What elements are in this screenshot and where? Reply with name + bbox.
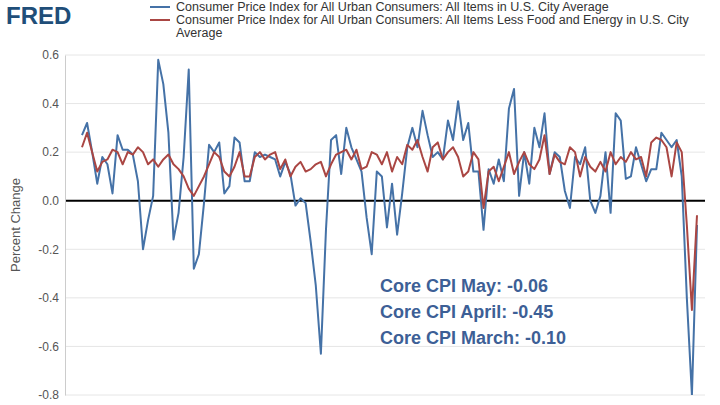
y-tick: -0.6 bbox=[38, 340, 65, 354]
annotation: Core CPI March: -0.10 bbox=[380, 328, 566, 348]
series-line bbox=[82, 133, 697, 310]
legend-swatch bbox=[150, 6, 170, 8]
y-axis: -0.8 -0.6 -0.4 -0.2 0.0 0.2 0.4 0.6 bbox=[38, 48, 65, 402]
y-tick-label: -0.8 bbox=[38, 388, 59, 402]
legend-label: Consumer Price Index for All Urban Consu… bbox=[176, 0, 609, 14]
legend-label: Consumer Price Index for All Urban Consu… bbox=[176, 13, 689, 40]
y-tick-label: 0.2 bbox=[42, 145, 59, 159]
series-line bbox=[82, 60, 697, 395]
legend-swatch bbox=[150, 19, 170, 21]
y-tick: 0.0 bbox=[42, 194, 65, 208]
grid-line bbox=[65, 55, 705, 56]
y-axis-line bbox=[65, 56, 66, 396]
y-tick: -0.8 bbox=[38, 388, 65, 402]
grid-line bbox=[65, 152, 705, 153]
y-tick-label: 0.0 bbox=[42, 194, 59, 208]
grid bbox=[65, 55, 705, 395]
legend: Consumer Price Index for All Urban Consu… bbox=[150, 0, 689, 40]
y-tick: -0.4 bbox=[38, 291, 65, 305]
annotation: Core CPI May: -0.06 bbox=[380, 276, 548, 296]
grid-line bbox=[65, 297, 705, 298]
y-tick-label: -0.4 bbox=[38, 291, 59, 305]
grid-line bbox=[65, 103, 705, 104]
y-tick: 0.6 bbox=[42, 48, 65, 62]
grid-line bbox=[65, 395, 705, 396]
y-tick-label: -0.2 bbox=[38, 243, 59, 257]
y-tick-label: 0.4 bbox=[42, 97, 59, 111]
y-tick: -0.2 bbox=[38, 243, 65, 257]
source-logo: FRED bbox=[6, 2, 71, 29]
y-tick: 0.2 bbox=[42, 145, 65, 159]
y-tick-label: -0.6 bbox=[38, 340, 59, 354]
chart: FRED -0.8 -0.6 -0.4 -0.2 0.0 0.2 0.4 0.6 Percent … bbox=[0, 0, 720, 405]
y-axis-title: Percent Change bbox=[8, 178, 23, 272]
grid-line bbox=[65, 249, 705, 250]
y-tick-label: 0.6 bbox=[42, 48, 59, 62]
lines bbox=[82, 60, 697, 395]
annotation: Core CPI April: -0.45 bbox=[380, 302, 553, 322]
annotations: Core CPI May: -0.06 Core CPI April: -0.45… bbox=[380, 276, 566, 348]
plot-area bbox=[65, 55, 705, 395]
y-tick: 0.4 bbox=[42, 97, 65, 111]
